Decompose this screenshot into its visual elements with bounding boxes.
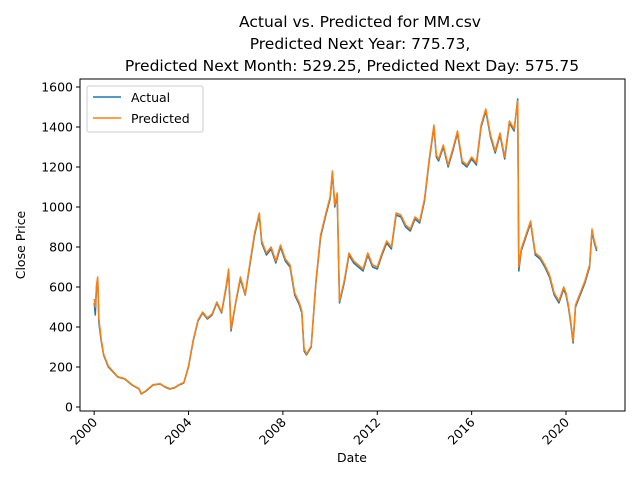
y-tick-label: 600 [49,280,73,295]
y-tick-label: 1200 [41,160,73,175]
x-axis-label: Date [337,450,367,465]
x-tick-label: 2020 [539,414,572,447]
legend-predicted-label: Predicted [131,111,190,126]
y-tick-label: 400 [49,320,73,335]
series-line-predicted [93,100,598,395]
x-tick-label: 2008 [256,414,289,447]
x-tick-label: 2012 [350,415,383,448]
chart-title-line-3: Predicted Next Month: 529.25, Predicted … [125,57,579,75]
y-axis-ticks: 0 200 400 600 800 1000 1200 1400 1600 [41,80,80,415]
legend: Actual Predicted [86,85,204,133]
chart-title: Actual vs. Predicted for MM.csv Predicte… [125,13,579,75]
plot-frame [79,78,626,412]
y-axis-label: Close Price [13,210,28,279]
plot-lines [93,98,598,395]
y-tick-label: 0 [65,400,73,415]
y-tick-label: 1000 [41,200,73,215]
chart-title-line-2: Predicted Next Year: 775.73, [250,35,471,53]
legend-actual-label: Actual [131,90,170,105]
x-tick-label: 2004 [162,414,195,447]
x-axis-ticks: 2000 2004 2008 2012 2016 2020 [67,411,572,448]
x-tick-label: 2016 [445,414,478,447]
y-tick-label: 1600 [41,80,73,95]
x-tick-label: 2000 [67,414,100,447]
chart-title-line-1: Actual vs. Predicted for MM.csv [239,13,481,31]
y-tick-label: 1400 [41,120,73,135]
y-tick-label: 800 [49,240,73,255]
y-tick-label: 200 [49,360,73,375]
